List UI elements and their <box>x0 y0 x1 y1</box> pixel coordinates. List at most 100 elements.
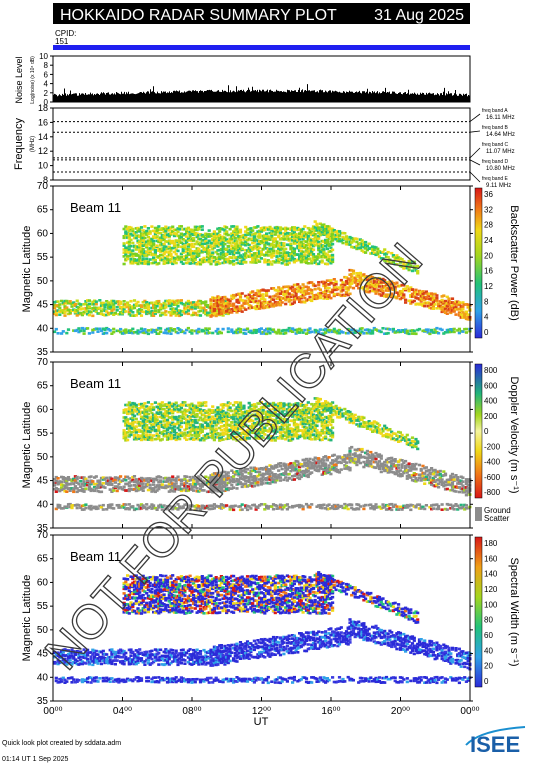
scatter-cell <box>221 298 225 302</box>
scatter-cell <box>124 421 128 424</box>
scatter-cell <box>159 303 163 306</box>
scatter-cell <box>329 237 333 240</box>
scatter-cell <box>233 227 237 231</box>
scatter-cell <box>268 327 272 331</box>
scatter-cell <box>284 232 288 236</box>
colorbar-tick-label: 12 <box>484 282 493 291</box>
scatter-cell <box>235 225 239 229</box>
scatter-cell <box>214 481 218 485</box>
scatter-cell <box>423 472 427 475</box>
scatter-cell <box>172 417 177 421</box>
scatter-cell <box>344 242 349 246</box>
scatter-cell <box>226 471 230 474</box>
scatter-cell <box>80 504 84 508</box>
scatter-cell <box>348 328 352 332</box>
scatter-cell <box>296 328 300 331</box>
scatter-cell <box>310 471 314 474</box>
scatter-cell <box>324 472 328 475</box>
scatter-cell <box>431 476 435 480</box>
scatter-cell <box>124 258 128 261</box>
scatter-cell <box>365 459 369 462</box>
scatter-cell <box>247 484 251 487</box>
scatter-cell <box>325 329 329 332</box>
scatter-cell <box>291 226 295 229</box>
scatter-cell <box>400 473 404 477</box>
scatter-cell <box>225 297 229 301</box>
scatter-cell <box>132 306 137 310</box>
scatter-cell <box>240 474 244 477</box>
scatter-cell <box>459 479 463 483</box>
scatter-cell <box>298 257 302 260</box>
scatter-cell <box>232 263 236 266</box>
scatter-cell <box>322 225 326 229</box>
scatter-cell <box>87 305 91 309</box>
scatter-cell <box>304 457 309 461</box>
scatter-cell <box>407 462 411 465</box>
scatter-cell <box>124 305 128 309</box>
scatter-cell <box>266 254 270 257</box>
scatter-cell <box>223 242 227 246</box>
scatter-cell <box>54 327 58 331</box>
scatter-cell <box>212 506 216 510</box>
scatter-cell <box>310 230 314 234</box>
scatter-cell <box>271 295 276 298</box>
scatter-cell <box>268 247 272 251</box>
scatter-cell <box>167 482 171 486</box>
scatter-cell <box>228 241 232 245</box>
scatter-cell <box>58 489 62 493</box>
scatter-cell <box>355 272 359 275</box>
scatter-cell <box>146 262 150 266</box>
scatter-cell <box>159 306 163 309</box>
scatter-cell <box>249 304 253 308</box>
scatter-cell <box>190 433 194 437</box>
scatter-cell <box>143 303 147 307</box>
scatter-cell <box>334 233 338 237</box>
scatter-cell <box>282 462 286 466</box>
scatter-cell <box>197 482 201 486</box>
scatter-cell <box>351 286 356 290</box>
scatter-cell <box>358 241 362 245</box>
scatter-cell <box>172 328 177 331</box>
scatter-cell <box>188 243 192 247</box>
scatter-cell <box>414 265 418 269</box>
scatter-cell <box>136 258 140 261</box>
frequency-ylabel-unit: (MHz) <box>30 136 36 152</box>
scatter-cell <box>285 328 289 332</box>
scatter-cell <box>280 290 284 294</box>
scatter-cell <box>346 237 350 241</box>
scatter-cell <box>225 302 229 305</box>
scatter-cell <box>176 245 180 249</box>
scatter-cell <box>466 478 470 481</box>
scatter-cell <box>298 296 302 299</box>
scatter-cell <box>254 255 258 259</box>
scatter-cell <box>198 489 203 492</box>
scatter-cell <box>410 269 415 273</box>
scatter-cell <box>56 309 60 312</box>
scatter-cell <box>164 235 168 239</box>
scatter-cell <box>247 243 251 247</box>
scatter-cell <box>254 305 258 308</box>
scatter-cell <box>188 301 192 305</box>
scatter-cell <box>430 298 434 302</box>
scatter-cell <box>461 484 465 488</box>
scatter-cell <box>310 253 314 257</box>
scatter-cell <box>134 314 138 317</box>
scatter-cell <box>174 307 178 311</box>
scatter-cell <box>198 309 203 313</box>
scatter-cell <box>132 244 137 248</box>
scatter-cell <box>310 249 314 253</box>
scatter-cell <box>141 236 145 240</box>
scatter-cell <box>277 303 281 306</box>
scatter-cell <box>251 306 255 309</box>
scatter-cell <box>233 245 237 249</box>
scatter-cell <box>66 312 71 316</box>
scatter-cell <box>230 483 234 487</box>
scatter-cell <box>197 249 201 252</box>
scatter-cell <box>258 292 262 296</box>
scatter-cell <box>437 504 441 508</box>
scatter-cell <box>277 259 281 262</box>
scatter-cell <box>178 437 182 441</box>
scatter-cell <box>377 255 382 258</box>
scatter-cell <box>466 304 470 308</box>
scatter-cell <box>397 470 401 473</box>
